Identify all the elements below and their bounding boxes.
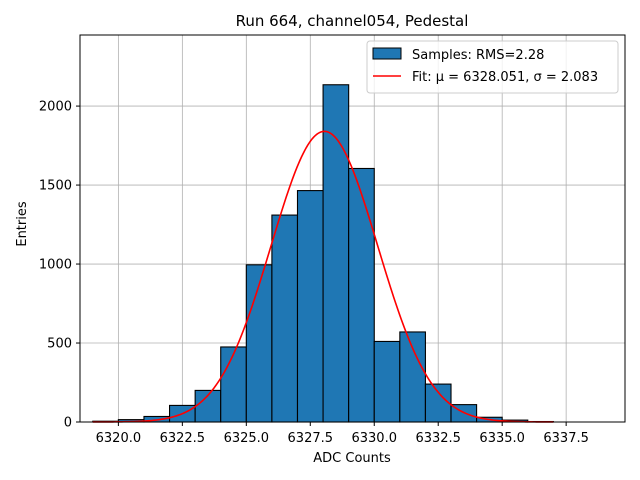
histogram-bar	[373, 340, 401, 423]
y-tick-label: 0	[64, 416, 72, 431]
y-tick-label: 1500	[39, 179, 72, 194]
histogram-bar	[322, 84, 350, 423]
histogram-bars	[92, 84, 554, 423]
x-tick-label: 6322.5	[160, 431, 206, 446]
legend-label-samples: Samples: RMS=2.28	[412, 48, 544, 63]
x-tick-label: 6327.5	[288, 431, 334, 446]
plot-frame	[79, 34, 626, 423]
histogram-bar	[220, 346, 247, 423]
y-tick-label: 1000	[39, 258, 72, 273]
histogram-bar	[271, 214, 299, 423]
x-axis-label: ADC Counts	[313, 451, 391, 466]
y-tick-label: 2000	[39, 100, 72, 115]
x-tick-label: 6337.5	[543, 431, 589, 446]
x-axis-ticks: 6320.0 6322.5 6325.0 6327.5 6330.0 6332.5 6335…	[96, 422, 589, 446]
x-tick-label: 6320.0	[96, 431, 142, 446]
chart-title: Run 664, channel054, Pedestal	[236, 12, 469, 30]
fit-curve	[92, 130, 554, 423]
histogram-bar	[399, 331, 426, 423]
fit-curve-layer	[92, 130, 554, 423]
x-tick-label: 6330.0	[351, 431, 397, 446]
y-tick-label: 500	[47, 337, 72, 352]
legend-label-fit: Fit: μ = 6328.051, σ = 2.083	[412, 70, 598, 85]
x-tick-label: 6325.0	[224, 431, 270, 446]
histogram-bar	[245, 264, 273, 423]
x-tick-label: 6332.5	[415, 431, 461, 446]
x-tick-label: 6335.0	[479, 431, 525, 446]
legend-swatch-samples	[372, 47, 402, 60]
legend: Samples: RMS=2.28 Fit: μ = 6328.051, σ =…	[366, 40, 619, 94]
y-axis-ticks: 0 500 1000 1500 2000	[39, 100, 80, 431]
histogram-bar	[348, 167, 375, 423]
histogram-bar	[424, 383, 452, 423]
histogram-bar	[296, 190, 324, 423]
legend-box	[366, 40, 619, 94]
y-axis-label: Entries	[15, 201, 30, 247]
